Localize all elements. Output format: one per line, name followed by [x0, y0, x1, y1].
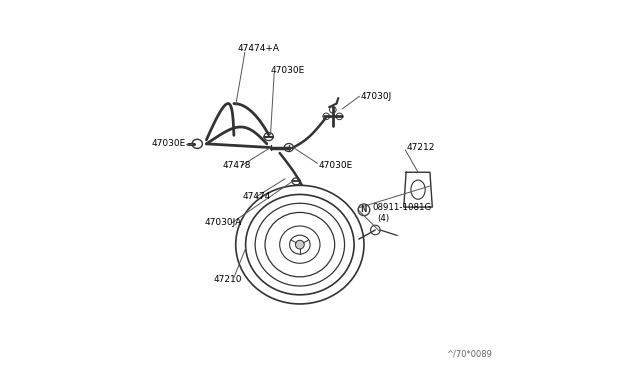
Text: 47478: 47478 [223, 161, 252, 170]
Text: 47212: 47212 [406, 143, 435, 152]
Text: (4): (4) [377, 214, 389, 223]
Text: 47030J: 47030J [360, 92, 392, 101]
Text: 47030E: 47030E [318, 161, 353, 170]
Text: 47474: 47474 [243, 192, 271, 202]
Text: 47030E: 47030E [152, 140, 186, 148]
Text: 08911-1081G: 08911-1081G [372, 203, 431, 212]
Text: ^/70*0089: ^/70*0089 [446, 349, 492, 358]
Text: 47030JA: 47030JA [205, 218, 242, 227]
Text: 47030E: 47030E [271, 66, 305, 75]
Text: 47210: 47210 [214, 275, 242, 284]
Text: 47474+A: 47474+A [237, 44, 280, 53]
Circle shape [296, 240, 304, 249]
Text: N: N [361, 205, 367, 214]
